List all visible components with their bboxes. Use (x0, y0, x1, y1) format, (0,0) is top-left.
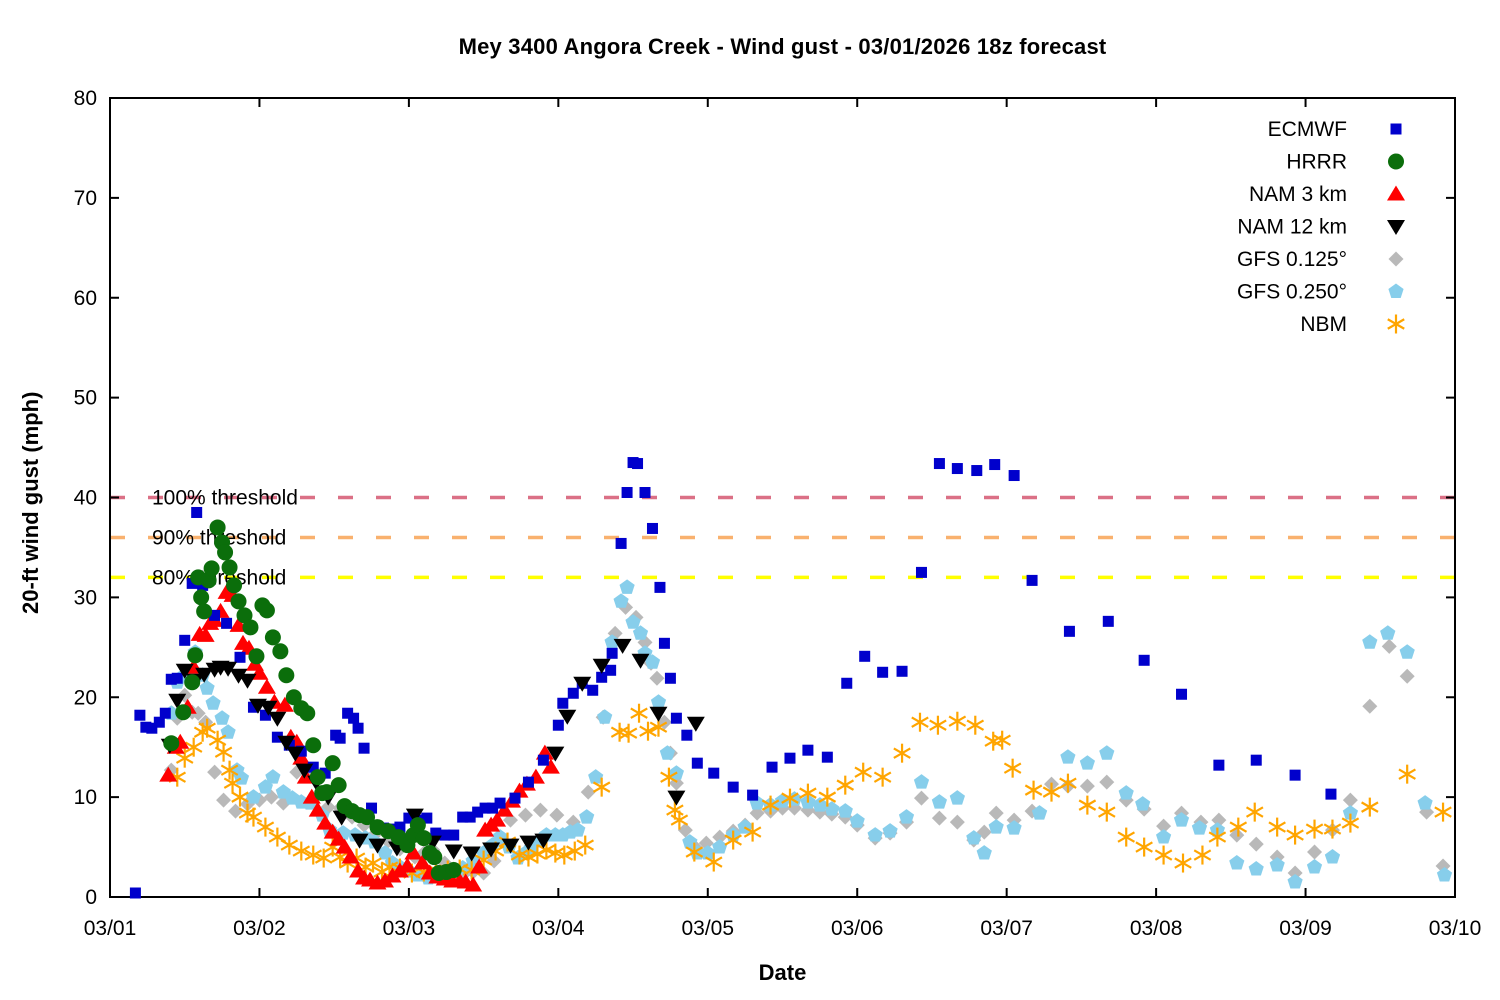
x-tick-label: 03/07 (980, 917, 1033, 940)
series-ecmwf-points (129, 457, 1337, 899)
legend-label-ecmwf: ECMWF (1268, 118, 1347, 141)
y-tick-label: 30 (74, 586, 97, 609)
y-tick-label: 50 (74, 387, 97, 410)
chart-title: Mey 3400 Angora Creek - Wind gust - 03/0… (458, 34, 1107, 59)
legend-marker-nam-3-km (1387, 185, 1405, 201)
y-tick-label: 80 (74, 87, 97, 110)
y-tick-label: 70 (74, 187, 97, 210)
x-axis-label: Date (758, 960, 807, 985)
x-tick-label: 03/02 (233, 917, 286, 940)
legend-marker-ecmwf (1390, 123, 1402, 135)
x-tick-label: 03/06 (831, 917, 884, 940)
x-tick-label: 03/09 (1279, 917, 1332, 940)
legend-label-gfs-0-125: GFS 0.125° (1237, 248, 1347, 271)
y-tick-label: 60 (74, 287, 97, 310)
y-tick-label: 0 (85, 886, 97, 909)
legend-label-nbm: NBM (1300, 313, 1347, 336)
legend-marker-hrrr (1388, 153, 1404, 170)
series-nbm-points (168, 703, 1452, 883)
x-tick-label: 03/03 (383, 917, 436, 940)
legend-marker-gfs-0-250 (1388, 283, 1404, 298)
threshold-label-100-threshold: 100% threshold (152, 487, 298, 510)
legend-label-hrrr: HRRR (1286, 151, 1347, 174)
legend-label-nam-3-km: NAM 3 km (1249, 183, 1347, 206)
x-tick-label: 03/10 (1429, 917, 1482, 940)
legend-marker-nam-12-km (1387, 220, 1405, 235)
y-tick-label: 40 (74, 487, 97, 510)
series-hrrr-points (163, 519, 462, 882)
legend: ECMWF HRRR NAM 3 km NAM 12 km GFS 0.125° GFS … (1237, 118, 1405, 336)
y-tick-label: 10 (74, 786, 97, 809)
x-tick-label: 03/08 (1130, 917, 1183, 940)
legend-marker-gfs-0-125 (1388, 251, 1404, 267)
axis-ticks: 03/01 03/02 03/03 03/04 03/05 03/06 03/07 03/08… (74, 87, 1482, 940)
y-tick-label: 20 (74, 686, 97, 709)
x-tick-label: 03/01 (84, 917, 137, 940)
x-tick-label: 03/04 (532, 917, 585, 940)
legend-label-nam-12-km: NAM 12 km (1237, 216, 1347, 239)
threshold-label-80-threshold: 80% threshold (152, 566, 286, 589)
legend-marker-nbm (1387, 314, 1405, 334)
legend-label-gfs-0-250: GFS 0.250° (1237, 281, 1347, 304)
x-tick-label: 03/05 (681, 917, 734, 940)
